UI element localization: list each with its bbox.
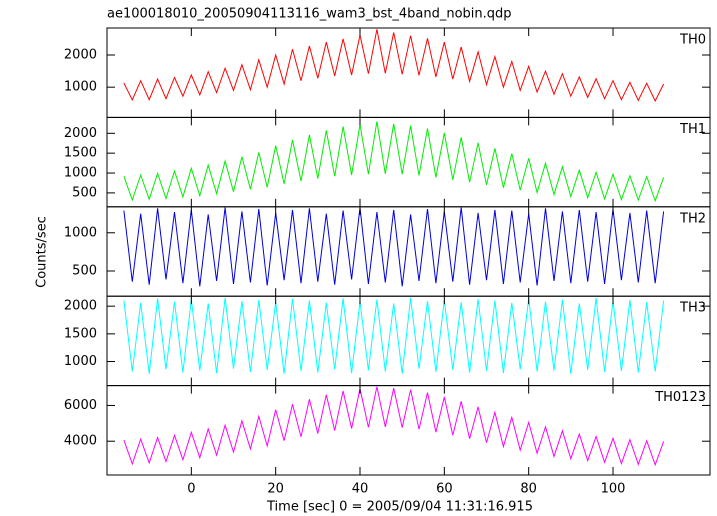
panel-frame [106, 206, 711, 297]
panel-frame [106, 385, 711, 476]
panel-frame [106, 27, 711, 118]
x-tick-label: 0 [187, 482, 195, 497]
y-tick-label: 4000 [64, 434, 97, 449]
series-line [123, 386, 665, 467]
y-tick-label: 1000 [64, 166, 97, 181]
legend-label: TH1 [679, 122, 706, 137]
legend-label: TH2 [679, 211, 706, 226]
y-tick-label: 1000 [64, 354, 97, 369]
y-axis-label: Counts/sec [35, 216, 50, 288]
y-tick-label: 500 [72, 263, 97, 278]
y-tick-label: 2000 [64, 126, 97, 141]
chart-title: ae100018010_20050904113116_wam3_bst_4ban… [107, 7, 512, 22]
y-tick-label: 2000 [64, 299, 97, 314]
y-tick-label: 500 [72, 185, 97, 200]
series-line [123, 121, 665, 203]
series-line [123, 297, 665, 374]
series-line [123, 207, 665, 287]
x-tick-label: 100 [601, 482, 626, 497]
y-tick-label: 2000 [64, 48, 97, 63]
x-axis-label: Time [sec] 0 = 2005/09/04 11:31:16.915 [266, 500, 533, 515]
legend-label: TH0 [679, 33, 706, 48]
x-tick-label: 20 [267, 482, 284, 497]
legend-label: TH0123 [654, 390, 706, 405]
x-tick-label: 80 [520, 482, 537, 497]
x-tick-label: 40 [352, 482, 369, 497]
y-tick-label: 1500 [64, 146, 97, 161]
x-tick-label: 60 [436, 482, 453, 497]
y-tick-label: 1000 [64, 225, 97, 240]
series-line [123, 29, 665, 103]
y-tick-label: 1500 [64, 326, 97, 341]
legend-label: TH3 [679, 301, 706, 316]
y-tick-label: 6000 [64, 398, 97, 413]
y-tick-label: 1000 [64, 80, 97, 95]
panel-frame [106, 295, 711, 387]
